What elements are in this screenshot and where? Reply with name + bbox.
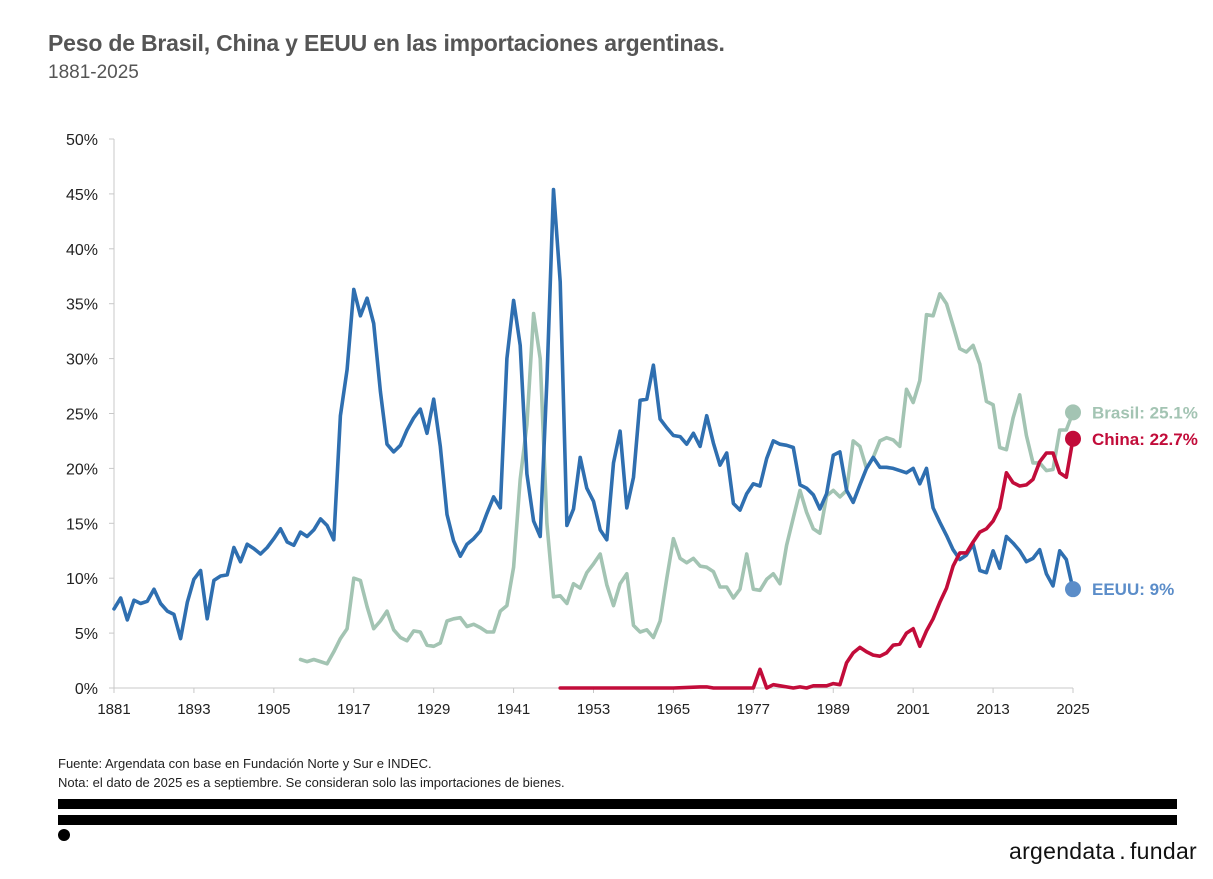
series-line-brasil [298, 292, 1075, 666]
chart-subtitle: 1881-2025 [48, 62, 139, 83]
footer-dot [58, 829, 70, 841]
x-tick-label: 2025 [1056, 701, 1089, 718]
chart-end-labels: Brasil: 25.1% EEUU: 9% China: 22.7% [1065, 403, 1198, 599]
chart-series [112, 187, 1075, 690]
y-tick-label: 20% [66, 461, 98, 478]
y-tick-label: 15% [66, 516, 98, 533]
y-tick-label: 50% [66, 132, 98, 149]
y-tick-label: 0% [75, 681, 98, 698]
chart-title: Peso de Brasil, China y EEUU en las impo… [48, 30, 725, 56]
data-note: Nota: el dato de 2025 es a septiembre. S… [58, 775, 565, 790]
end-point-eeuu [1065, 581, 1081, 598]
chart-notes: Fuente: Argendata con base en Fundación … [58, 754, 565, 792]
end-label-brasil: Brasil: 25.1% [1092, 403, 1198, 422]
brand-separator: . [1119, 838, 1126, 864]
brand-logo: argendata. fundar [1009, 838, 1197, 865]
source-note: Fuente: Argendata con base en Fundación … [58, 756, 432, 771]
brand-fundar: fundar [1129, 838, 1197, 864]
x-tick-label: 1941 [497, 701, 530, 718]
y-tick-label: 45% [66, 187, 98, 204]
end-label-eeuu: EEUU: 9% [1092, 580, 1174, 599]
end-point-brasil [1065, 404, 1081, 421]
y-tick-label: 25% [66, 407, 98, 424]
y-tick-label: 35% [66, 297, 98, 314]
footer-bar-bottom [58, 815, 1177, 825]
series-line-china [558, 437, 1075, 690]
x-tick-label: 1953 [577, 701, 610, 718]
series-line-eeuu [112, 187, 1075, 641]
y-tick-label: 30% [66, 352, 98, 369]
x-tick-label: 1929 [417, 701, 450, 718]
x-tick-label: 1905 [257, 701, 290, 718]
footer-bar-top [58, 799, 1177, 809]
x-tick-label: 1965 [657, 701, 690, 718]
y-tick-label: 10% [66, 571, 98, 588]
end-label-china: China: 22.7% [1092, 430, 1198, 449]
x-tick-label: 1917 [337, 701, 370, 718]
chart-axes: 0% 5% 10% 15% 20% 25% 30% 35% 40% 45% 50% 1881 1893 1… [66, 132, 1090, 718]
x-tick-label: 2001 [896, 701, 929, 718]
x-tick-label: 1893 [177, 701, 210, 718]
end-point-china [1065, 430, 1081, 447]
x-tick-label: 2013 [976, 701, 1009, 718]
y-tick-label: 40% [66, 242, 98, 259]
x-tick-label: 1977 [737, 701, 770, 718]
y-tick-label: 5% [75, 626, 98, 643]
brand-argendata: argendata [1008, 838, 1116, 864]
x-tick-label: 1989 [817, 701, 850, 718]
x-tick-label: 1881 [97, 701, 130, 718]
